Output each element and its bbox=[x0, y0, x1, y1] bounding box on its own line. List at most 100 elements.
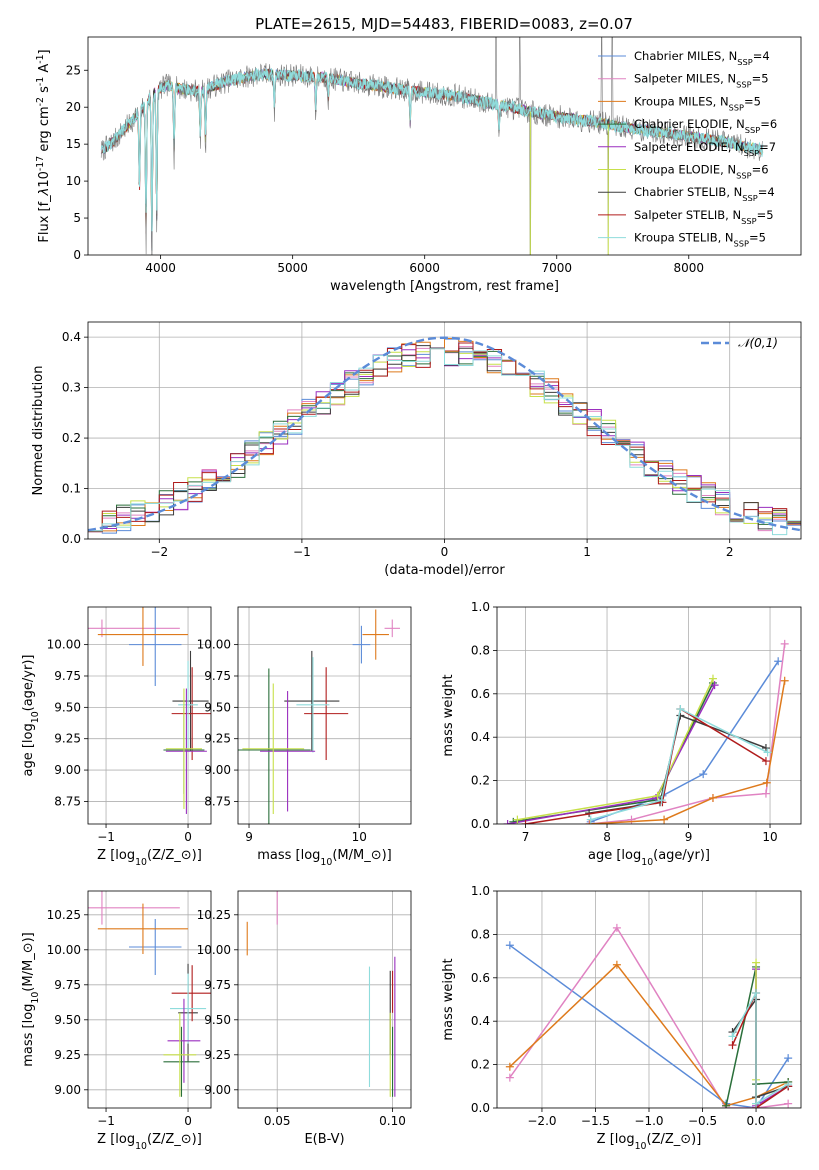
y-tick-label: 0.4 bbox=[62, 330, 81, 344]
data-point-marker bbox=[752, 1099, 761, 1108]
data-point-marker bbox=[784, 1080, 793, 1089]
data-point-marker bbox=[780, 676, 789, 685]
x-tick-label: −1 bbox=[97, 1114, 115, 1128]
plot-area bbox=[497, 607, 801, 824]
x-tick-label: 7000 bbox=[541, 261, 572, 275]
y-tick-label: 25 bbox=[66, 63, 81, 77]
plot-spectrum: 4000 5000 6000 7000 8000 0 5 10 15 20 25 wavelength… bbox=[35, 36, 802, 294]
plot-area bbox=[238, 607, 411, 824]
data-point-marker bbox=[752, 958, 761, 967]
plot-area bbox=[88, 322, 801, 539]
y-tick-label: 9.25 bbox=[54, 732, 81, 746]
axes-decoration: −1 0 9.00 9.25 9.50 9.75 10.00 10.25 Z [log10(Z/… bbox=[21, 890, 212, 1152]
plot-area bbox=[238, 891, 411, 1108]
y-tick-label: 20 bbox=[66, 100, 81, 114]
plot-massweight-vs-age: 7 8 9 10 0.0 0.2 0.4 0.6 0.8 1.0 age [log10(age/yr… bbox=[441, 600, 802, 868]
data-point-marker bbox=[708, 674, 717, 683]
axes-frame bbox=[496, 606, 802, 825]
y-tick-label: 0.8 bbox=[471, 927, 490, 941]
y-tick-label: 0.6 bbox=[471, 971, 490, 985]
plot-residuals: −2 −1 0 1 2 0.0 0.1 0.2 0.3 0.4 (data-model)/error… bbox=[31, 321, 802, 578]
series-line-7 bbox=[525, 707, 767, 824]
data-point-marker bbox=[780, 639, 789, 648]
x-tick-label: 2 bbox=[726, 545, 734, 559]
gaussian-curve bbox=[88, 336, 801, 532]
legend-label: Kroupa STELIB, NSSP=5 bbox=[634, 231, 766, 249]
x-axis-label: Z [log10(Z/Z_⊙)] bbox=[597, 1132, 702, 1152]
axes-decoration: 4000 5000 6000 7000 8000 0 5 10 15 20 25 wavelength… bbox=[35, 36, 802, 294]
data-point-marker bbox=[660, 815, 669, 824]
y-axis-label: Normed distribution bbox=[31, 366, 46, 496]
y-axis-label: mass weight bbox=[441, 674, 456, 756]
x-tick-label: 10 bbox=[762, 830, 777, 844]
axes-frame bbox=[87, 890, 212, 1109]
x-tick-label: −1 bbox=[293, 545, 311, 559]
axes-decoration: −2 −1 0 1 2 0.0 0.1 0.2 0.3 0.4 (data-model)/error… bbox=[31, 321, 802, 578]
data-point-marker bbox=[586, 815, 595, 824]
x-tick-label: 0.0 bbox=[746, 1114, 765, 1128]
x-tick-label: 1 bbox=[583, 545, 591, 559]
y-tick-label: 10.00 bbox=[197, 638, 231, 652]
series-line-8 bbox=[731, 992, 789, 1106]
histogram-2 bbox=[88, 338, 801, 533]
data-point-marker bbox=[505, 1073, 514, 1082]
x-tick-label: 0.10 bbox=[379, 1114, 406, 1128]
y-tick-label: 10.25 bbox=[47, 908, 81, 922]
y-tick-label: 9.25 bbox=[204, 1048, 231, 1062]
series-line-4 bbox=[755, 969, 789, 1108]
y-tick-label: 8.75 bbox=[54, 794, 81, 808]
x-axis-label: wavelength [Angstrom, rest frame] bbox=[330, 279, 559, 294]
axes-decoration: 0.05 0.10 9.00 9.25 9.50 9.75 10.00 10.25 E(B-V) bbox=[197, 890, 412, 1147]
data-point-marker bbox=[752, 988, 761, 997]
x-tick-label: −1.0 bbox=[634, 1114, 663, 1128]
series-line-0 bbox=[590, 660, 779, 823]
y-tick-label: 10.00 bbox=[47, 638, 81, 652]
data-point-marker bbox=[728, 1041, 737, 1050]
x-axis-label: (data-model)/error bbox=[384, 563, 505, 578]
x-tick-label: 4000 bbox=[145, 261, 176, 275]
data-point-marker bbox=[784, 1054, 793, 1063]
y-tick-label: 0.0 bbox=[62, 532, 81, 546]
y-tick-label: 0.2 bbox=[62, 431, 81, 445]
y-tick-label: 9.75 bbox=[204, 978, 231, 992]
data-point-marker bbox=[513, 815, 522, 824]
plot-area bbox=[88, 891, 211, 1108]
x-tick-label: 6000 bbox=[409, 261, 440, 275]
y-tick-label: 0.4 bbox=[471, 730, 490, 744]
data-point-marker bbox=[503, 820, 512, 824]
data-point-marker bbox=[657, 796, 666, 805]
legend-label: Kroupa ELODIE, NSSP=6 bbox=[634, 163, 769, 181]
x-tick-label: −0.5 bbox=[688, 1114, 717, 1128]
x-tick-label: 9 bbox=[245, 830, 253, 844]
legend-label: Salpeter MILES, NSSP=5 bbox=[634, 72, 769, 90]
y-tick-label: 10 bbox=[66, 174, 81, 188]
data-point-marker bbox=[762, 778, 771, 787]
axes-frame bbox=[87, 606, 212, 825]
legend-label: Chabrier STELIB, NSSP=4 bbox=[634, 185, 775, 203]
figure-title: PLATE=2615, MJD=54483, FIBERID=0083, z=0… bbox=[255, 15, 633, 33]
data-point-marker bbox=[728, 1032, 737, 1041]
y-tick-label: 10.00 bbox=[47, 943, 81, 957]
y-tick-label: 0 bbox=[73, 248, 81, 262]
legend-label: Salpeter ELODIE, NSSP=7 bbox=[634, 140, 776, 158]
y-tick-label: 15 bbox=[66, 137, 81, 151]
axes-frame bbox=[87, 36, 802, 256]
x-tick-label: −2.0 bbox=[527, 1114, 556, 1128]
plot-age-vs-mass: 9 10 8.75 9.00 9.25 9.50 9.75 10.00 mass [log10(… bbox=[197, 606, 412, 868]
x-tick-label: 0 bbox=[184, 830, 192, 844]
data-point-marker bbox=[761, 744, 770, 753]
data-point-marker bbox=[708, 793, 717, 802]
x-axis-label: mass [log10(M/M_⊙)] bbox=[257, 848, 392, 868]
y-tick-label: 1.0 bbox=[471, 884, 490, 898]
series-line-8 bbox=[590, 707, 768, 821]
y-tick-label: 0.3 bbox=[62, 381, 81, 395]
data-point-marker bbox=[761, 789, 770, 798]
x-tick-label: 0.05 bbox=[264, 1114, 291, 1128]
legend-label: 𝒩(0,1) bbox=[738, 336, 778, 350]
x-tick-label: 7 bbox=[522, 830, 530, 844]
y-tick-label: 10.00 bbox=[197, 943, 231, 957]
x-tick-label: 10 bbox=[352, 830, 367, 844]
data-point-marker bbox=[784, 1099, 793, 1108]
y-tick-label: 10.25 bbox=[197, 908, 231, 922]
